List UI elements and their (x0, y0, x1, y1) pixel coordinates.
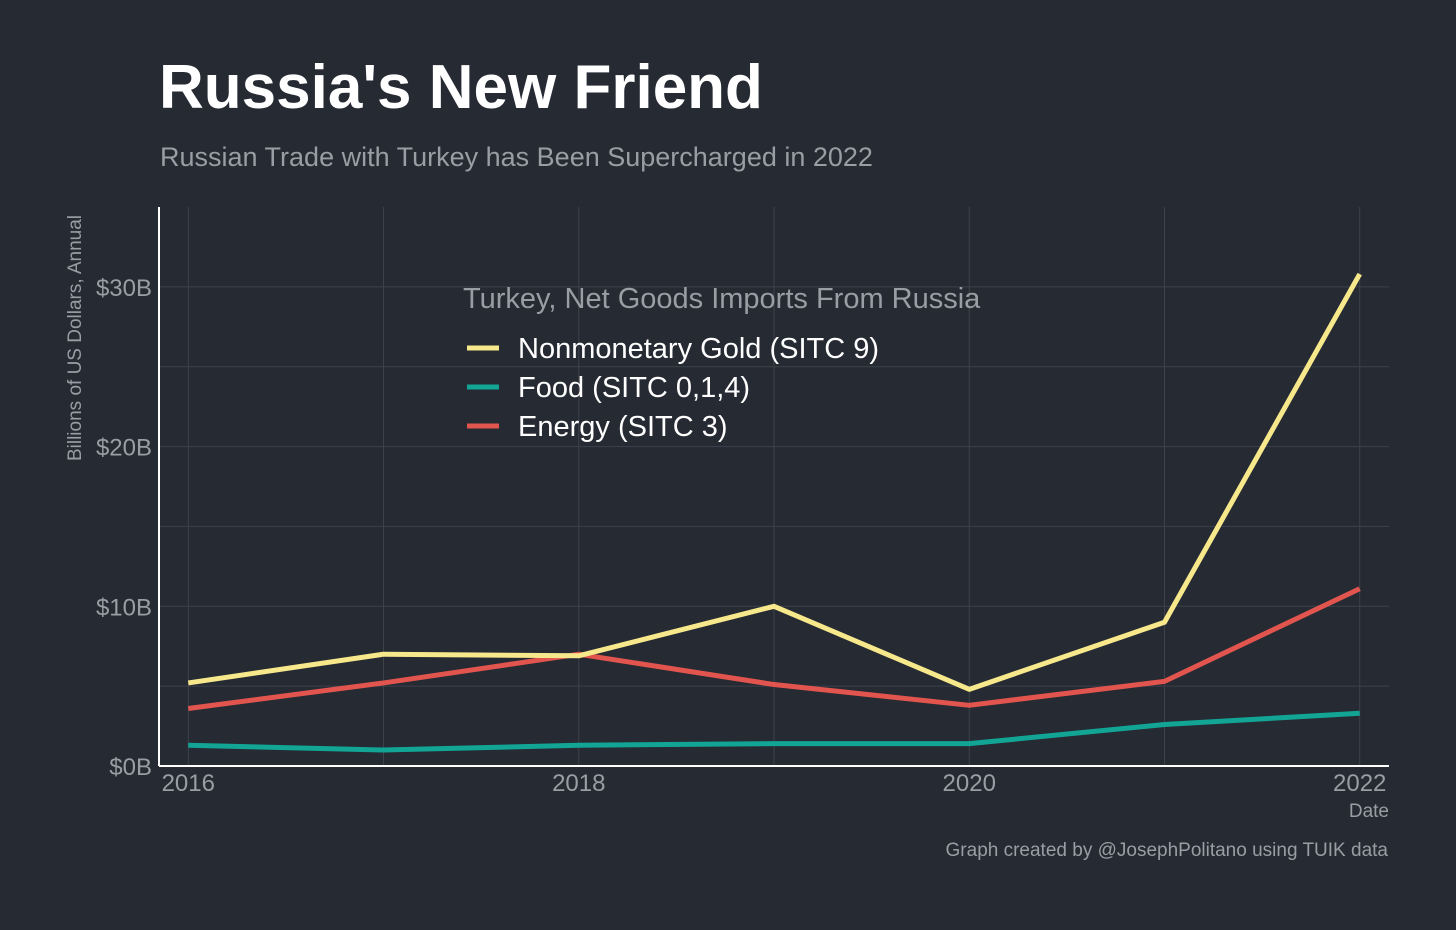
x-tick-label: 2020 (943, 770, 996, 797)
legend-label: Food (SITC 0,1,4) (518, 372, 750, 404)
series-line (188, 710, 1360, 753)
grid-lines (159, 207, 1389, 766)
legend-label: Energy (SITC 3) (518, 411, 728, 443)
axes (158, 207, 1389, 767)
series-lines (187, 272, 1362, 753)
x-tick-label: 2018 (552, 770, 605, 797)
legend: Turkey, Net Goods Imports From Russia No… (463, 283, 981, 443)
y-axis-title: Billions of US Dollars, Annual (65, 215, 86, 461)
tick-labels: $0B $10B $20B $30B 2016 2018 2020 2022 (96, 275, 1386, 797)
y-tick-label: $10B (96, 594, 152, 621)
source-caption: Graph created by @JosephPolitano using T… (945, 840, 1388, 861)
chart-subtitle: Russian Trade with Turkey has Been Super… (160, 142, 873, 172)
x-tick-label: 2016 (162, 770, 215, 797)
x-axis-title: Date (1349, 801, 1389, 822)
y-tick-label: $20B (96, 435, 152, 462)
y-tick-label: $30B (96, 275, 152, 302)
series-line (187, 586, 1361, 711)
series-line (187, 272, 1362, 692)
chart-title: Russia's New Friend (159, 53, 763, 122)
y-tick-label: $0B (109, 754, 152, 781)
x-tick-label: 2022 (1333, 770, 1386, 797)
legend-label: Nonmonetary Gold (SITC 9) (518, 333, 879, 365)
legend-title: Turkey, Net Goods Imports From Russia (463, 283, 981, 315)
